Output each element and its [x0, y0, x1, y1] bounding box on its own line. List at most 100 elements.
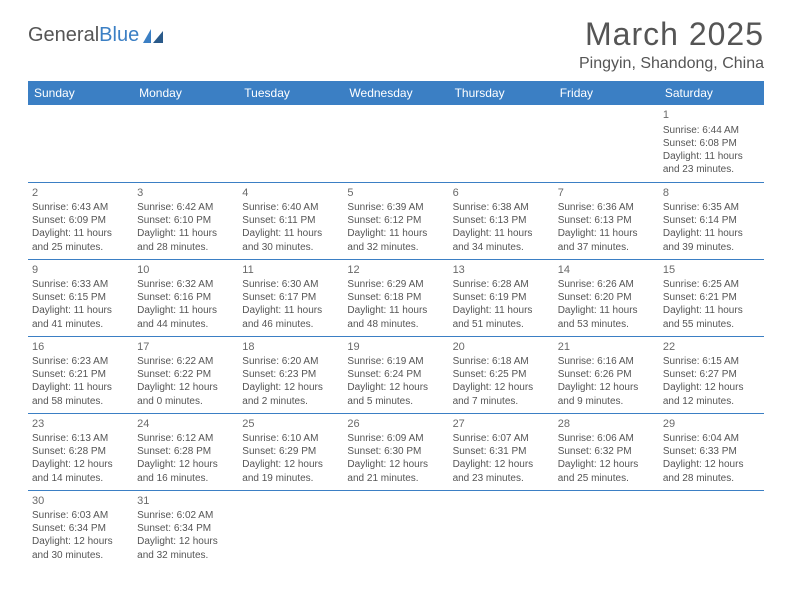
calendar-cell: 30Sunrise: 6:03 AMSunset: 6:34 PMDayligh… [28, 490, 133, 567]
daylight-text: Daylight: 11 hours and 48 minutes. [347, 304, 444, 330]
calendar-cell-empty [659, 490, 764, 567]
daylight-text: Daylight: 12 hours and 7 minutes. [453, 381, 550, 407]
sunset-text: Sunset: 6:31 PM [453, 445, 550, 458]
calendar-cell: 10Sunrise: 6:32 AMSunset: 6:16 PMDayligh… [133, 259, 238, 336]
calendar-cell-empty [554, 490, 659, 567]
sunrise-text: Sunrise: 6:29 AM [347, 278, 444, 291]
calendar-cell: 9Sunrise: 6:33 AMSunset: 6:15 PMDaylight… [28, 259, 133, 336]
calendar-cell-empty [133, 105, 238, 182]
calendar-cell-empty [28, 105, 133, 182]
sunset-text: Sunset: 6:24 PM [347, 368, 444, 381]
sunrise-text: Sunrise: 6:22 AM [137, 355, 234, 368]
daylight-text: Daylight: 12 hours and 0 minutes. [137, 381, 234, 407]
calendar-cell: 28Sunrise: 6:06 AMSunset: 6:32 PMDayligh… [554, 413, 659, 490]
daylight-text: Daylight: 12 hours and 28 minutes. [663, 458, 760, 484]
sunrise-text: Sunrise: 6:20 AM [242, 355, 339, 368]
sunrise-text: Sunrise: 6:36 AM [558, 201, 655, 214]
sunset-text: Sunset: 6:19 PM [453, 291, 550, 304]
day-number: 15 [663, 263, 760, 278]
calendar-cell: 1Sunrise: 6:44 AMSunset: 6:08 PMDaylight… [659, 105, 764, 182]
weekday-header: Wednesday [343, 81, 448, 105]
calendar-cell-empty [238, 490, 343, 567]
sunrise-text: Sunrise: 6:16 AM [558, 355, 655, 368]
sunrise-text: Sunrise: 6:15 AM [663, 355, 760, 368]
logo-text-gray: General [28, 24, 99, 47]
sunrise-text: Sunrise: 6:03 AM [32, 509, 129, 522]
day-number: 20 [453, 340, 550, 355]
sunrise-text: Sunrise: 6:12 AM [137, 432, 234, 445]
sunset-text: Sunset: 6:13 PM [453, 214, 550, 227]
calendar-row: 9Sunrise: 6:33 AMSunset: 6:15 PMDaylight… [28, 259, 764, 336]
daylight-text: Daylight: 12 hours and 16 minutes. [137, 458, 234, 484]
calendar-cell: 12Sunrise: 6:29 AMSunset: 6:18 PMDayligh… [343, 259, 448, 336]
calendar-cell: 2Sunrise: 6:43 AMSunset: 6:09 PMDaylight… [28, 182, 133, 259]
logo-text-blue: Blue [99, 24, 139, 47]
sunrise-text: Sunrise: 6:44 AM [663, 124, 760, 137]
sunrise-text: Sunrise: 6:26 AM [558, 278, 655, 291]
calendar-cell-empty [343, 105, 448, 182]
daylight-text: Daylight: 11 hours and 30 minutes. [242, 227, 339, 253]
day-number: 6 [453, 186, 550, 201]
day-number: 10 [137, 263, 234, 278]
day-number: 9 [32, 263, 129, 278]
daylight-text: Daylight: 12 hours and 30 minutes. [32, 535, 129, 561]
sunset-text: Sunset: 6:13 PM [558, 214, 655, 227]
daylight-text: Daylight: 11 hours and 46 minutes. [242, 304, 339, 330]
weekday-header-row: Sunday Monday Tuesday Wednesday Thursday… [28, 81, 764, 105]
calendar-cell: 14Sunrise: 6:26 AMSunset: 6:20 PMDayligh… [554, 259, 659, 336]
sunset-text: Sunset: 6:22 PM [137, 368, 234, 381]
calendar-cell: 20Sunrise: 6:18 AMSunset: 6:25 PMDayligh… [449, 336, 554, 413]
daylight-text: Daylight: 11 hours and 37 minutes. [558, 227, 655, 253]
day-number: 27 [453, 417, 550, 432]
calendar-cell: 3Sunrise: 6:42 AMSunset: 6:10 PMDaylight… [133, 182, 238, 259]
sunset-text: Sunset: 6:21 PM [663, 291, 760, 304]
sunrise-text: Sunrise: 6:04 AM [663, 432, 760, 445]
sunrise-text: Sunrise: 6:30 AM [242, 278, 339, 291]
sunrise-text: Sunrise: 6:10 AM [242, 432, 339, 445]
daylight-text: Daylight: 12 hours and 23 minutes. [453, 458, 550, 484]
calendar-cell: 5Sunrise: 6:39 AMSunset: 6:12 PMDaylight… [343, 182, 448, 259]
calendar-cell: 8Sunrise: 6:35 AMSunset: 6:14 PMDaylight… [659, 182, 764, 259]
daylight-text: Daylight: 11 hours and 39 minutes. [663, 227, 760, 253]
day-number: 23 [32, 417, 129, 432]
calendar-cell: 11Sunrise: 6:30 AMSunset: 6:17 PMDayligh… [238, 259, 343, 336]
day-number: 16 [32, 340, 129, 355]
daylight-text: Daylight: 12 hours and 12 minutes. [663, 381, 760, 407]
calendar-cell-empty [554, 105, 659, 182]
day-number: 21 [558, 340, 655, 355]
calendar-page: GeneralBlue March 2025 Pingyin, Shandong… [0, 0, 792, 583]
calendar-cell: 18Sunrise: 6:20 AMSunset: 6:23 PMDayligh… [238, 336, 343, 413]
sunrise-text: Sunrise: 6:35 AM [663, 201, 760, 214]
title-block: March 2025 Pingyin, Shandong, China [579, 16, 764, 73]
day-number: 12 [347, 263, 444, 278]
header: GeneralBlue March 2025 Pingyin, Shandong… [28, 16, 764, 73]
calendar-body: 1Sunrise: 6:44 AMSunset: 6:08 PMDaylight… [28, 105, 764, 567]
sunrise-text: Sunrise: 6:25 AM [663, 278, 760, 291]
calendar-cell-empty [343, 490, 448, 567]
sunset-text: Sunset: 6:26 PM [558, 368, 655, 381]
weekday-header: Thursday [449, 81, 554, 105]
daylight-text: Daylight: 12 hours and 5 minutes. [347, 381, 444, 407]
calendar-row: 1Sunrise: 6:44 AMSunset: 6:08 PMDaylight… [28, 105, 764, 182]
sunrise-text: Sunrise: 6:19 AM [347, 355, 444, 368]
sunrise-text: Sunrise: 6:38 AM [453, 201, 550, 214]
daylight-text: Daylight: 11 hours and 55 minutes. [663, 304, 760, 330]
sunset-text: Sunset: 6:14 PM [663, 214, 760, 227]
sunrise-text: Sunrise: 6:07 AM [453, 432, 550, 445]
weekday-header: Sunday [28, 81, 133, 105]
sunset-text: Sunset: 6:15 PM [32, 291, 129, 304]
daylight-text: Daylight: 11 hours and 28 minutes. [137, 227, 234, 253]
sunset-text: Sunset: 6:08 PM [663, 137, 760, 150]
calendar-row: 30Sunrise: 6:03 AMSunset: 6:34 PMDayligh… [28, 490, 764, 567]
day-number: 3 [137, 186, 234, 201]
sunset-text: Sunset: 6:28 PM [32, 445, 129, 458]
calendar-cell: 31Sunrise: 6:02 AMSunset: 6:34 PMDayligh… [133, 490, 238, 567]
sunrise-text: Sunrise: 6:09 AM [347, 432, 444, 445]
calendar-cell: 27Sunrise: 6:07 AMSunset: 6:31 PMDayligh… [449, 413, 554, 490]
day-number: 18 [242, 340, 339, 355]
sunset-text: Sunset: 6:09 PM [32, 214, 129, 227]
day-number: 5 [347, 186, 444, 201]
calendar-cell: 23Sunrise: 6:13 AMSunset: 6:28 PMDayligh… [28, 413, 133, 490]
sunset-text: Sunset: 6:12 PM [347, 214, 444, 227]
day-number: 7 [558, 186, 655, 201]
